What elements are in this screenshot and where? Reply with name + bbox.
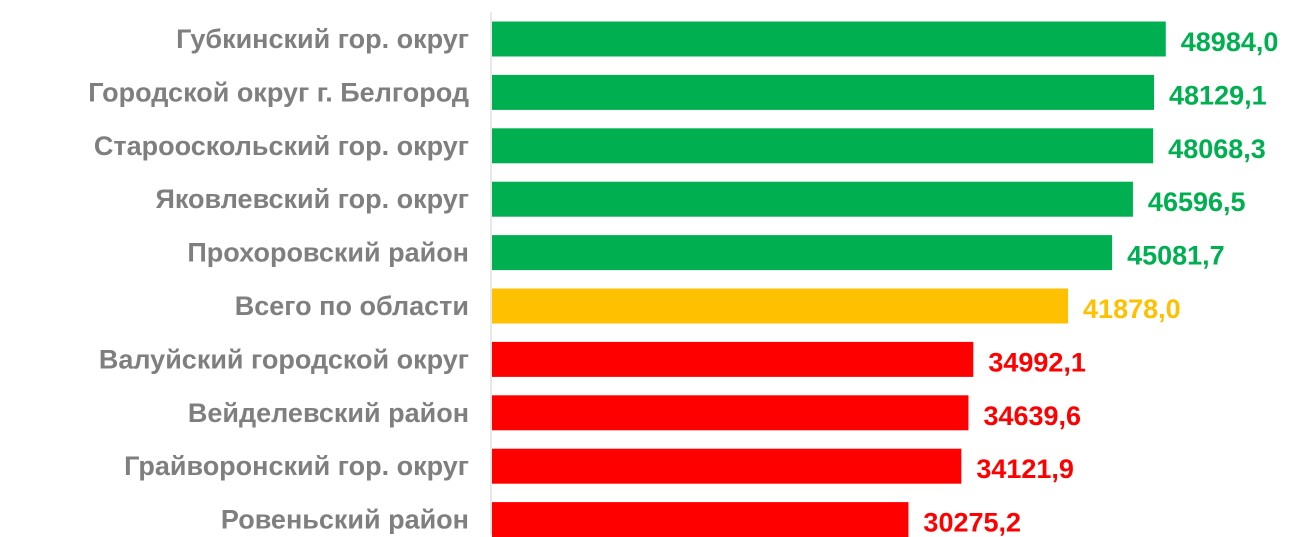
bar: [492, 395, 969, 431]
category-label: Грайворонский гор. округ: [124, 451, 469, 481]
category-label: Старооскольский гор. округ: [94, 131, 469, 161]
category-label: Вейделевский район: [188, 398, 469, 428]
category-label: Яковлевский гор. округ: [155, 184, 469, 214]
bar: [492, 502, 909, 537]
value-label: 48984,0: [1181, 27, 1279, 57]
category-label: Ровеньский район: [221, 505, 469, 535]
category-label: Валуйский городской округ: [99, 344, 469, 374]
bar: [492, 235, 1113, 271]
value-label: 30275,2: [923, 508, 1021, 537]
bar: [492, 181, 1133, 217]
value-label: 34992,1: [988, 347, 1086, 377]
bar: [492, 341, 974, 377]
value-label: 46596,5: [1148, 187, 1246, 217]
value-label: 34121,9: [976, 454, 1074, 484]
category-label: Прохоровский район: [187, 238, 469, 268]
value-label: 48068,3: [1168, 134, 1266, 164]
bar: [492, 128, 1154, 164]
value-label: 48129,1: [1169, 80, 1267, 110]
bar: [492, 448, 962, 484]
bar: [492, 21, 1166, 57]
bar: [492, 74, 1155, 110]
value-label: 41878,0: [1083, 294, 1181, 324]
value-label: 45081,7: [1127, 241, 1225, 271]
bars-group: Губкинский гор. округ 48984,0 Городской ок…: [88, 21, 1279, 537]
category-label: Городской округ г. Белгород: [88, 77, 469, 107]
value-label: 34639,6: [983, 401, 1081, 431]
category-label: Губкинский гор. округ: [176, 24, 469, 54]
bar: [492, 288, 1069, 324]
category-label: Всего по области: [235, 291, 469, 321]
